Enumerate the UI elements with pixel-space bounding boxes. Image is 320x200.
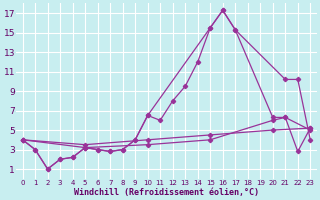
X-axis label: Windchill (Refroidissement éolien,°C): Windchill (Refroidissement éolien,°C) bbox=[74, 188, 259, 197]
